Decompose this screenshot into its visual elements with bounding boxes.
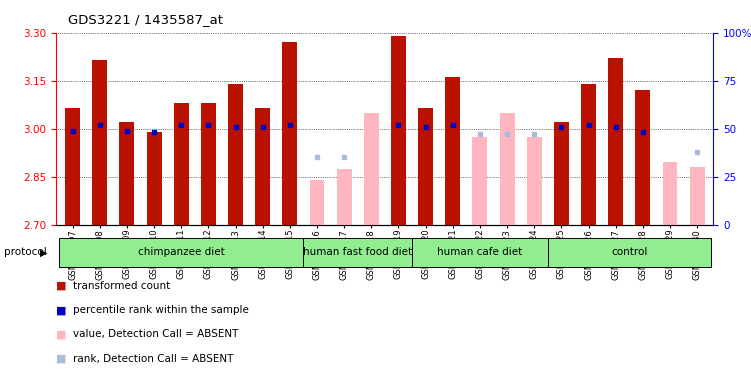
Bar — [418, 108, 433, 225]
Bar — [282, 42, 297, 225]
Bar — [255, 108, 270, 225]
Bar — [119, 122, 134, 225]
Text: rank, Detection Call = ABSENT: rank, Detection Call = ABSENT — [73, 354, 234, 364]
Bar — [309, 180, 324, 225]
Text: transformed count: transformed count — [73, 281, 170, 291]
Bar — [412, 238, 547, 267]
Bar — [391, 36, 406, 225]
Text: ■: ■ — [56, 354, 67, 364]
Bar — [472, 137, 487, 225]
Text: chimpanzee diet: chimpanzee diet — [138, 247, 225, 258]
Bar — [363, 113, 379, 225]
Bar — [445, 78, 460, 225]
Text: ■: ■ — [56, 281, 67, 291]
Bar — [228, 84, 243, 225]
Bar — [201, 103, 216, 225]
Text: human cafe diet: human cafe diet — [437, 247, 523, 258]
Text: percentile rank within the sample: percentile rank within the sample — [73, 305, 249, 315]
Bar — [65, 108, 80, 225]
Bar — [146, 132, 161, 225]
Bar — [689, 167, 704, 225]
Bar — [303, 238, 412, 267]
Bar — [92, 60, 107, 225]
Text: ▶: ▶ — [40, 247, 47, 258]
Bar — [363, 113, 379, 225]
Text: human fast food diet: human fast food diet — [303, 247, 412, 258]
Bar — [59, 238, 303, 267]
Text: ■: ■ — [56, 329, 67, 339]
Bar — [608, 58, 623, 225]
Text: value, Detection Call = ABSENT: value, Detection Call = ABSENT — [73, 329, 238, 339]
Bar — [662, 162, 677, 225]
Bar — [336, 169, 351, 225]
Text: GDS3221 / 1435587_at: GDS3221 / 1435587_at — [68, 13, 222, 26]
Text: control: control — [611, 247, 647, 258]
Text: protocol: protocol — [4, 247, 47, 258]
Bar — [547, 238, 710, 267]
Bar — [581, 84, 596, 225]
Bar — [526, 137, 541, 225]
Bar — [635, 90, 650, 225]
Text: ■: ■ — [56, 305, 67, 315]
Bar — [499, 113, 514, 225]
Bar — [554, 122, 569, 225]
Bar — [173, 103, 189, 225]
